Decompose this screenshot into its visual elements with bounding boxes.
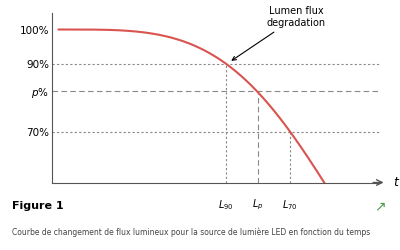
Text: $L_{p}$: $L_{p}$: [252, 198, 264, 212]
Text: $t$: $t$: [393, 176, 400, 189]
Text: ↗: ↗: [374, 199, 386, 213]
Text: Figure 1: Figure 1: [12, 201, 64, 211]
Text: $L_{70}$: $L_{70}$: [282, 198, 298, 211]
Text: Courbe de changement de flux lumineux pour la source de lumière LED en fonction : Courbe de changement de flux lumineux po…: [12, 228, 370, 237]
Text: Lumen flux
degradation: Lumen flux degradation: [232, 6, 326, 60]
Text: $L_{90}$: $L_{90}$: [218, 198, 234, 211]
